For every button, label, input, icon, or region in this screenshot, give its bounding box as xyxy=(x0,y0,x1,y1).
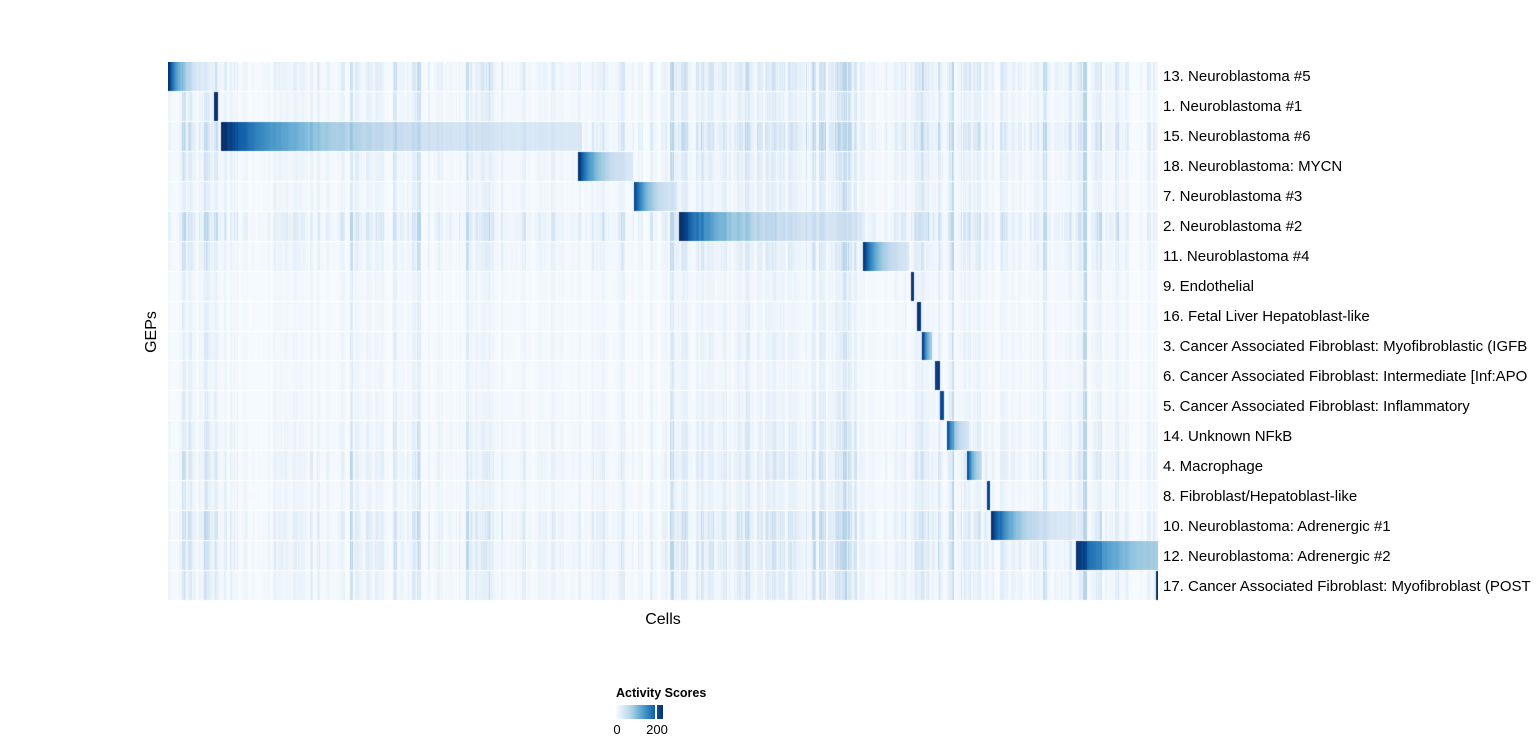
row-label: 10. Neuroblastoma: Adrenergic #1 xyxy=(1163,517,1391,535)
colorbar-tick-label-200: 200 xyxy=(646,722,668,737)
row-label: 1. Neuroblastoma #1 xyxy=(1163,98,1303,116)
row-label: 5. Cancer Associated Fibroblast: Inflamm… xyxy=(1163,397,1470,415)
row-label: 8. Fibroblast/Hepatoblast-like xyxy=(1163,487,1358,505)
row-label: 16. Fetal Liver Hepatoblast-like xyxy=(1163,308,1370,326)
colorbar xyxy=(616,705,663,719)
row-label: 3. Cancer Associated Fibroblast: Myofibr… xyxy=(1163,337,1528,355)
row-label: 17. Cancer Associated Fibroblast: Myofib… xyxy=(1163,577,1531,595)
colorbar-legend: Activity Scores 0 200 xyxy=(613,686,756,738)
colorbar-gradient xyxy=(616,705,663,719)
row-label: 11. Neuroblastoma #4 xyxy=(1163,248,1310,266)
colorbar-tick-label-0: 0 xyxy=(613,722,621,737)
colorbar-title: Activity Scores xyxy=(616,686,707,700)
row-label: 13. Neuroblastoma #5 xyxy=(1163,68,1311,86)
x-axis-label: Cells xyxy=(645,611,681,628)
colorbar-tick-labels: 0 200 xyxy=(613,722,676,738)
row-label: 18. Neuroblastoma: MYCN xyxy=(1163,158,1343,176)
y-axis-label: GEPs xyxy=(143,311,160,353)
colorbar-tick-200 xyxy=(655,705,657,719)
row-label: 9. Endothelial xyxy=(1163,278,1254,296)
heatmap-canvas xyxy=(168,62,1158,601)
row-label: 4. Macrophage xyxy=(1163,457,1264,475)
row-label: 15. Neuroblastoma #6 xyxy=(1163,128,1311,146)
row-label-column: 13. Neuroblastoma #5 1. Neuroblastoma #1 1… xyxy=(1163,62,1540,601)
row-label: 12. Neuroblastoma: Adrenergic #2 xyxy=(1163,547,1391,565)
row-label: 6. Cancer Associated Fibroblast: Interme… xyxy=(1163,367,1528,385)
row-label: 7. Neuroblastoma #3 xyxy=(1163,188,1303,206)
row-label: 2. Neuroblastoma #2 xyxy=(1163,218,1303,236)
row-label: 14. Unknown NFkB xyxy=(1163,427,1293,445)
